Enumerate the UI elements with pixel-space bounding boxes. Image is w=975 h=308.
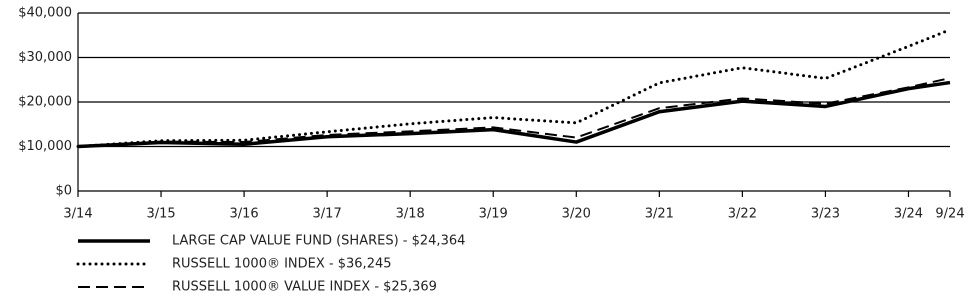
series-line (77, 77, 951, 148)
x-tick-label: 3/19 (479, 207, 508, 222)
x-tick-label: 3/18 (396, 207, 425, 222)
y-tick-label: $0 (55, 184, 72, 199)
x-tick-label: 3/20 (562, 207, 591, 222)
y-tick-label: $30,000 (18, 50, 72, 65)
series-line (76, 28, 952, 148)
y-tick-label: $10,000 (18, 139, 72, 154)
x-tick-label: 3/24 (894, 207, 923, 222)
x-tick-label: 3/14 (63, 207, 92, 222)
legend-label: RUSSELL 1000® INDEX - $36,245 (172, 257, 392, 272)
y-tick-label: $20,000 (18, 95, 72, 110)
y-tick-label: $40,000 (18, 6, 72, 21)
x-tick-label: 3/21 (645, 207, 674, 222)
x-tick-label: 3/16 (229, 207, 258, 222)
legend-label: LARGE CAP VALUE FUND (SHARES) - $24,364 (172, 234, 465, 249)
x-tick-label: 3/22 (728, 207, 757, 222)
x-tick-label: 9/24 (935, 207, 964, 222)
x-tick-label: 3/15 (146, 207, 175, 222)
x-tick-label: 3/17 (313, 207, 342, 222)
legend-label: RUSSELL 1000® VALUE INDEX - $25,369 (172, 280, 437, 295)
series-line (77, 80, 951, 149)
x-tick-label: 3/23 (811, 207, 840, 222)
